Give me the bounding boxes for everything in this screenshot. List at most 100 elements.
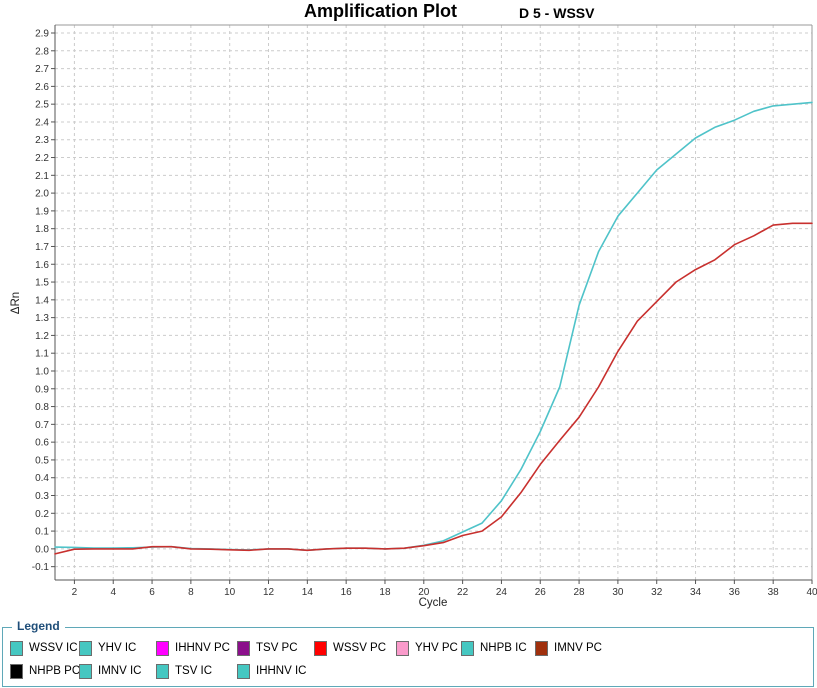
legend-item-yhv-pc: YHV PC: [396, 640, 458, 656]
y-tick-label: 1.8: [35, 224, 49, 235]
y-tick-label: 1.2: [35, 331, 49, 342]
x-tick-label: 22: [457, 587, 469, 598]
plot-border: [54, 24, 813, 581]
legend-swatch: [237, 663, 250, 679]
y-axis-title: ΔRn: [10, 291, 22, 315]
legend-swatch: [10, 663, 23, 679]
x-tick-label: 38: [768, 587, 780, 598]
legend-item-imnv-pc: IMNV PC: [535, 640, 602, 656]
legend-item-label: TSV IC: [175, 665, 213, 677]
legend-item-ihhnv-ic: IHHNV IC: [237, 663, 306, 679]
y-tick-label: 2.1: [35, 171, 49, 182]
y-tick-label: 0.7: [35, 420, 49, 431]
curve-series-cyan: [54, 101, 813, 552]
legend-item-label: YHV IC: [98, 642, 137, 654]
legend-item-tsv-pc: TSV PC: [237, 640, 298, 656]
legend-item-label: WSSV IC: [29, 642, 78, 654]
legend-item-label: WSSV PC: [333, 642, 387, 654]
y-tick-label: 0.9: [35, 384, 49, 395]
y-tick-label: 0.1: [35, 527, 49, 538]
legend-item-label: IMNV PC: [554, 642, 602, 654]
y-tick-label: 2.8: [35, 46, 49, 57]
y-tick-label: 0.0: [35, 544, 49, 555]
legend-item-label: YHV PC: [415, 642, 458, 654]
x-tick-label: 28: [574, 587, 586, 598]
legend-item-nhpb-ic: NHPB IC: [461, 640, 527, 656]
legend-swatch: [156, 663, 169, 679]
y-tick-label: 2.7: [35, 64, 49, 75]
legend-item-yhv-ic: YHV IC: [79, 640, 136, 656]
legend-item-imnv-ic: IMNV IC: [79, 663, 141, 679]
y-tick-label: 2.6: [35, 82, 49, 93]
legend-row-1: WSSV IC YHV IC IHHNV PC TSV PC WSSV PC YHV PC…: [7, 640, 809, 656]
y-tick-label: 0.5: [35, 455, 49, 466]
y-tick-label: 2.4: [35, 117, 49, 128]
legend-item-label: NHPB PC: [29, 665, 81, 677]
y-tick-label: 2.0: [35, 189, 49, 200]
legend-swatch: [79, 640, 92, 656]
legend-swatch: [10, 640, 23, 656]
y-tick-label: 0.6: [35, 438, 49, 449]
x-tick-label: 2: [72, 587, 78, 598]
legend-swatch: [314, 640, 327, 656]
y-tick-label: 1.4: [35, 295, 49, 306]
x-tick-label: 20: [418, 587, 430, 598]
y-tick-label: 0.4: [35, 473, 49, 484]
amplification-plot-chart: -0.1 0.0 0.1 0.2 0.3 0.4 0.5 0.6 0.7 0.8 0.9 1.0 1.1…: [32, 24, 817, 598]
y-tick-label: 1.7: [35, 242, 49, 253]
gridlines: [55, 25, 813, 580]
legend-swatch: [535, 640, 548, 656]
x-tick-label: 4: [110, 587, 116, 598]
y-tick-label: 2.2: [35, 153, 49, 164]
x-tick-label: 34: [690, 587, 702, 598]
y-tick-label: 0.2: [35, 509, 49, 520]
y-tick-label: 1.0: [35, 366, 49, 377]
legend-item-label: IHHNV PC: [175, 642, 230, 654]
x-tick-label: 16: [341, 587, 353, 598]
chart-title: Amplification Plot: [304, 1, 457, 21]
y-tick-label: 1.1: [35, 349, 49, 360]
legend-item-nhpb-pc: NHPB PC: [10, 663, 80, 679]
y-tick-label: 1.5: [35, 278, 49, 289]
legend-item-ihhnv-pc: IHHNV PC: [156, 640, 230, 656]
x-tick-label: 14: [302, 587, 314, 598]
x-tick-label: 24: [496, 587, 508, 598]
x-tick-label: 26: [535, 587, 547, 598]
legend-swatch: [79, 663, 92, 679]
legend-panel: Legend WSSV IC YHV IC IHHNV PC TSV PC WSSV P…: [2, 619, 814, 687]
legend-panel-title: Legend: [12, 619, 65, 633]
x-tick-label: 30: [612, 587, 624, 598]
x-tick-label: 36: [729, 587, 741, 598]
legend-swatch: [156, 640, 169, 656]
x-tick-label: 6: [149, 587, 155, 598]
x-tick-label: 18: [379, 587, 391, 598]
legend-row-2: NHPB PC IMNV IC TSV IC IHHNV IC: [7, 663, 809, 679]
y-tick-label: -0.1: [32, 562, 50, 573]
legend-item-label: IMNV IC: [98, 665, 142, 677]
legend-swatch: [237, 640, 250, 656]
legend-item-label: IHHNV IC: [256, 665, 307, 677]
legend-swatch: [396, 640, 409, 656]
y-tick-label: 2.5: [35, 100, 49, 111]
x-tick-label: 8: [188, 587, 194, 598]
x-tick-label: 40: [806, 587, 817, 598]
y-tick-label: 1.6: [35, 260, 49, 271]
legend-item-label: TSV PC: [256, 642, 298, 654]
y-axis-ticks: -0.1 0.0 0.1 0.2 0.3 0.4 0.5 0.6 0.7 0.8 0.9 1.0 1.1…: [32, 29, 55, 573]
y-tick-label: 2.9: [35, 29, 49, 40]
x-axis-ticks: 2 4 6 8 10 12 14 16 18 20 22 24 26 28 30 32 34 36 38 40: [72, 580, 817, 598]
x-tick-label: 12: [263, 587, 275, 598]
y-tick-label: 0.8: [35, 402, 49, 413]
x-tick-label: 32: [651, 587, 663, 598]
sample-label: D 5 - WSSV: [519, 5, 595, 21]
y-tick-label: 1.9: [35, 206, 49, 217]
legend-item-label: NHPB IC: [480, 642, 527, 654]
x-tick-label: 10: [224, 587, 236, 598]
legend-swatch: [461, 640, 474, 656]
curve-series-red: [54, 222, 813, 555]
y-tick-label: 1.3: [35, 313, 49, 324]
legend-item-wssv-pc: WSSV PC: [314, 640, 386, 656]
y-tick-label: 0.3: [35, 491, 49, 502]
x-axis-title: Cycle: [418, 597, 448, 609]
